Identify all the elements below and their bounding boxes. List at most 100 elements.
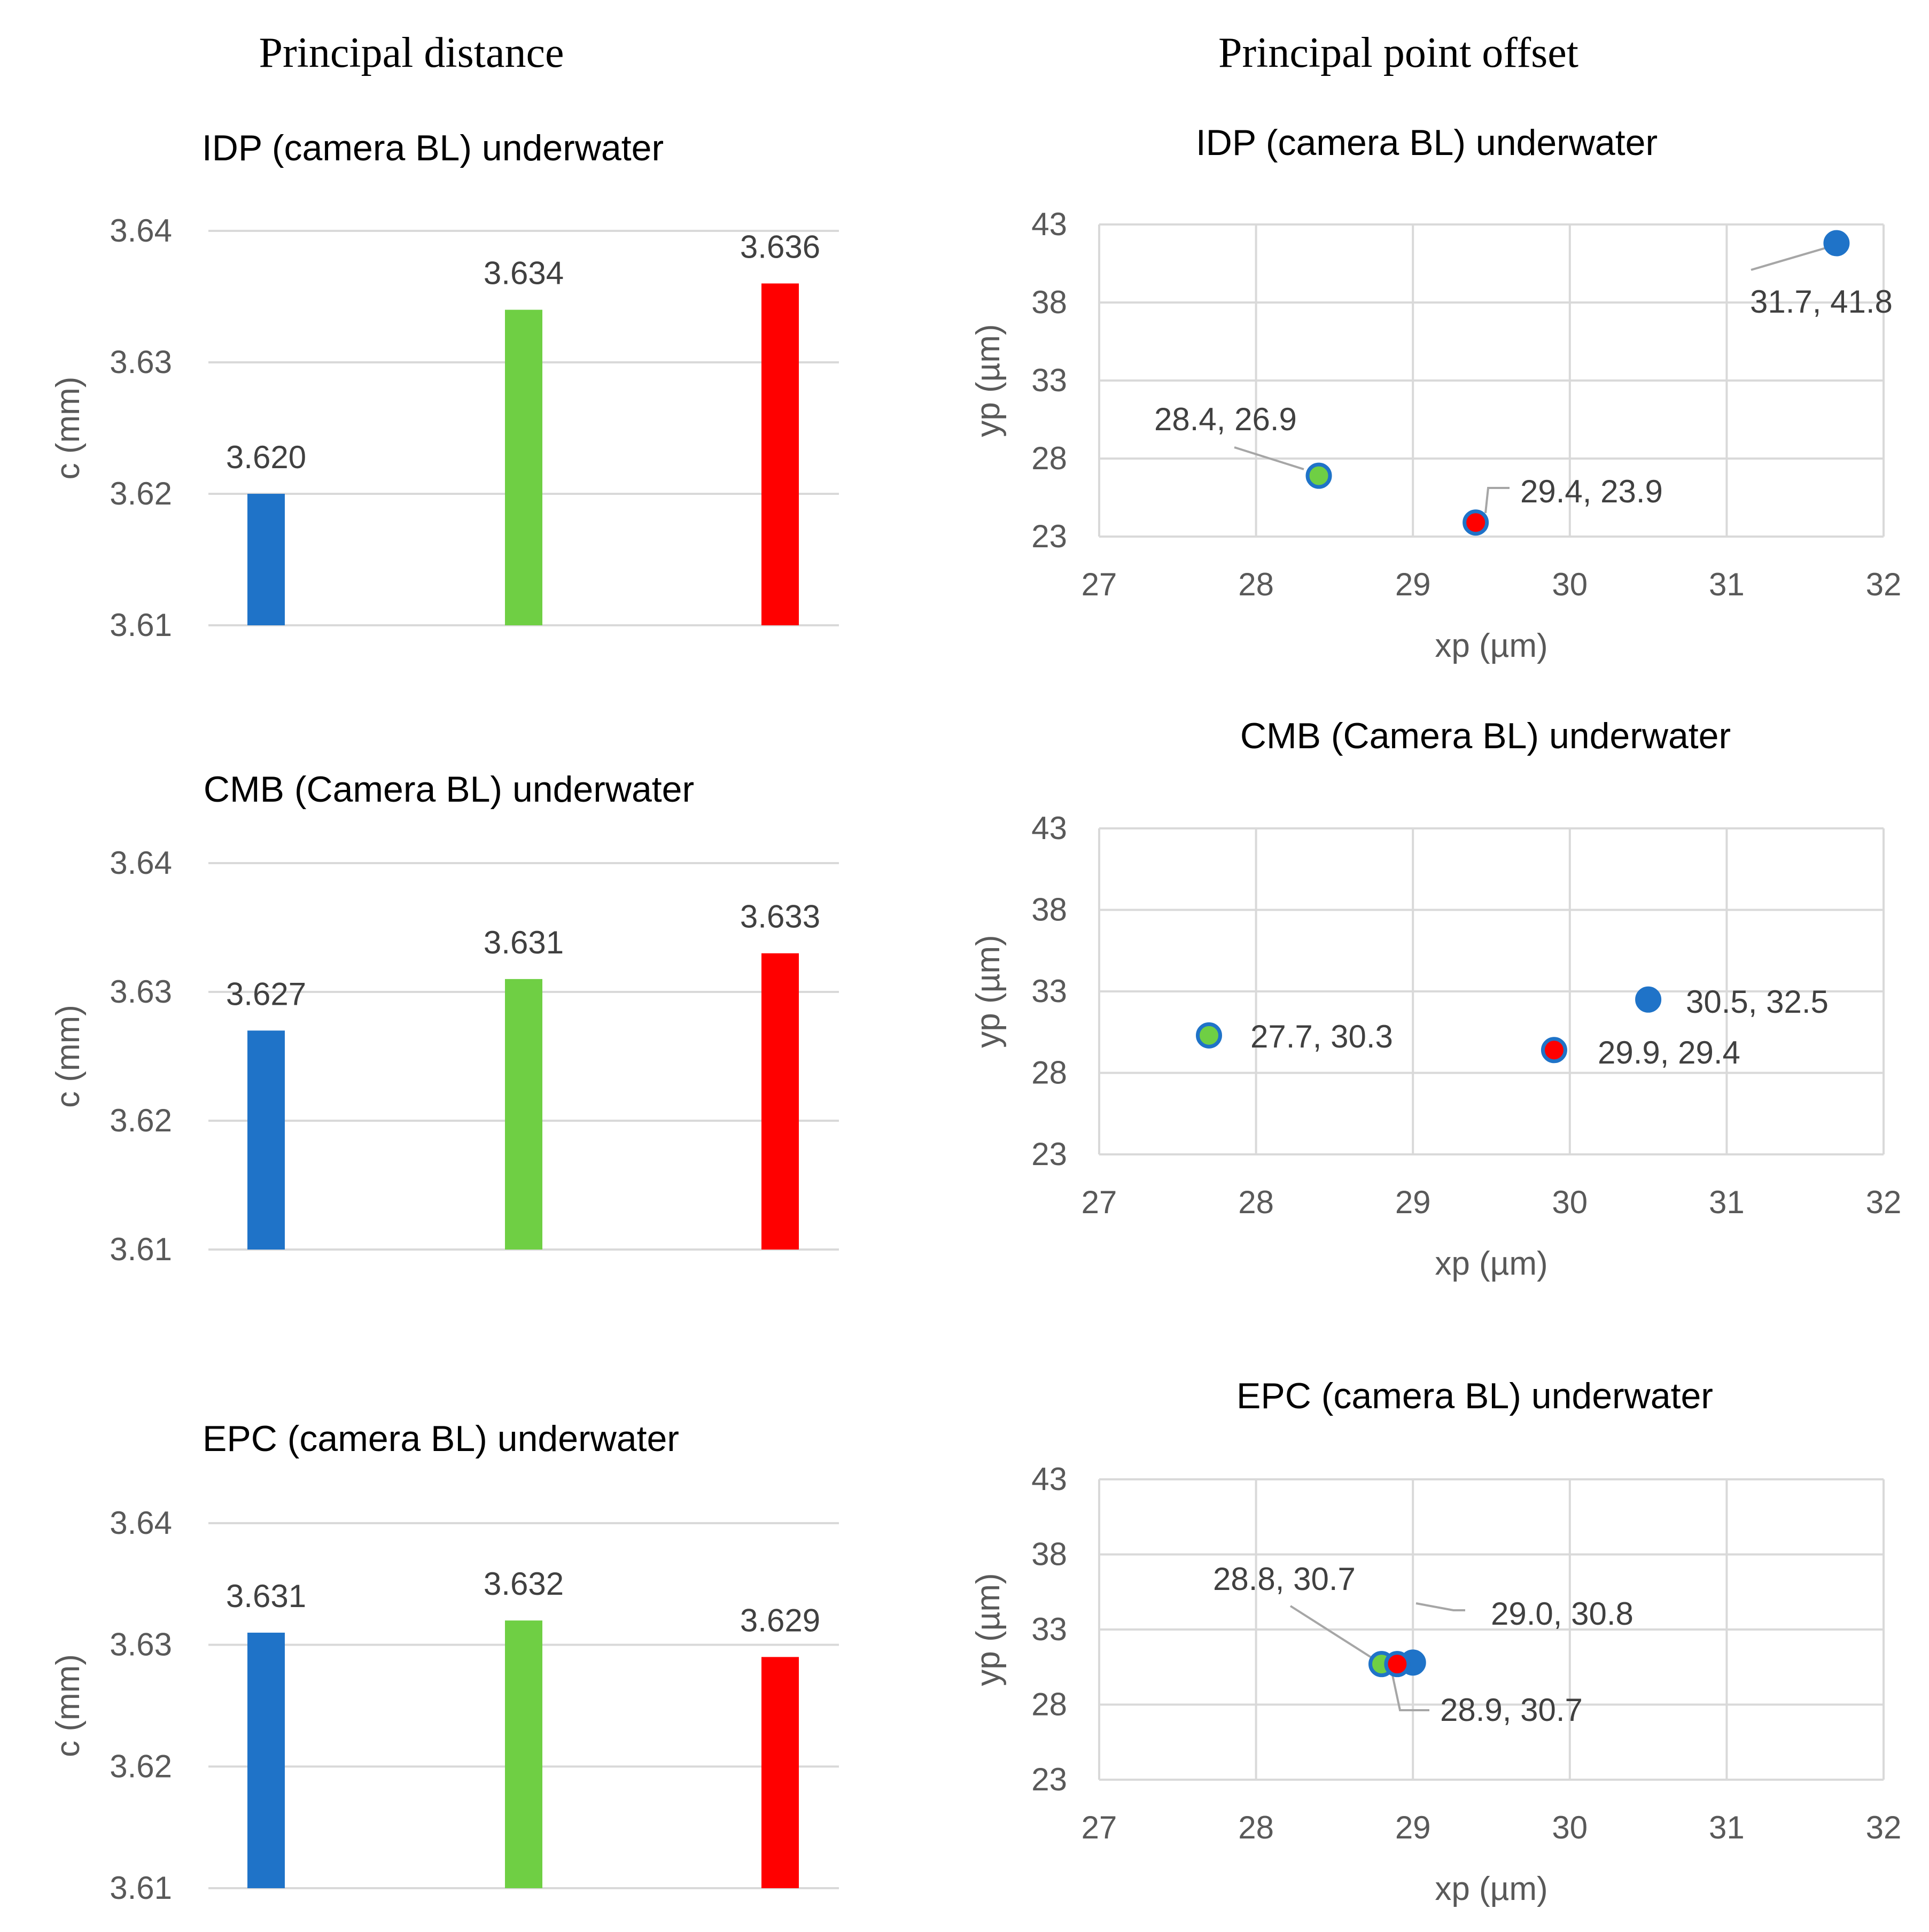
- bar-value-label: 3.636: [740, 229, 820, 265]
- y-tick-label: 33: [1031, 973, 1067, 1009]
- leader-line: [1234, 446, 1304, 470]
- bar-value-label: 3.620: [226, 439, 306, 475]
- leader-line: [1484, 487, 1510, 514]
- y-tick-label: 33: [1031, 362, 1067, 398]
- bar-red: [761, 1657, 799, 1888]
- point-label: 30.5, 32.5: [1686, 984, 1829, 1020]
- point-label: 29.9, 29.4: [1598, 1035, 1740, 1070]
- x-tick-label: 30: [1552, 1810, 1588, 1845]
- bar-chart-2: CMB (Camera BL) underwater 3.61 3.62 3.63 3.…: [50, 769, 839, 1267]
- y-tick-label: 3.62: [110, 1103, 172, 1138]
- leader-line: [1391, 1672, 1429, 1711]
- y-tick-label: 3.61: [110, 607, 172, 643]
- y-tick-label: 3.63: [110, 344, 172, 380]
- point-blue: [1635, 986, 1662, 1013]
- chart-title: IDP (camera BL) underwater: [202, 128, 664, 168]
- chart-title: CMB (Camera BL) underwater: [204, 769, 694, 810]
- x-tick-label: 32: [1866, 567, 1902, 602]
- bar-value-label: 3.634: [484, 255, 564, 291]
- y-tick-label: 23: [1031, 1762, 1067, 1797]
- y-tick-label: 3.61: [110, 1231, 172, 1267]
- leader-line: [1751, 245, 1833, 271]
- x-tick-label: 32: [1866, 1810, 1902, 1845]
- scatter-chart-1: IDP (camera BL) underwater 27 28 29 30 31 32 23…: [970, 122, 1901, 664]
- x-tick-label: 27: [1082, 1810, 1117, 1845]
- x-tick-label: 28: [1238, 567, 1274, 602]
- bar-chart-1: IDP (camera BL) underwater 3.61 3.62 3.63 3.…: [50, 128, 839, 643]
- y-tick-label: 3.62: [110, 1748, 172, 1784]
- point-label: 31.7, 41.8: [1750, 284, 1893, 320]
- y-axis-label: yp (µm): [970, 935, 1007, 1048]
- bar-red: [761, 283, 799, 625]
- x-tick-label: 31: [1709, 567, 1745, 602]
- y-tick-label: 3.64: [110, 845, 172, 881]
- bar-blue: [247, 1030, 285, 1250]
- y-axis-label: c (mm): [50, 1005, 87, 1108]
- x-tick-label: 28: [1238, 1810, 1274, 1845]
- bar-value-label: 3.631: [484, 925, 564, 960]
- x-tick-label: 31: [1709, 1184, 1745, 1220]
- x-tick-label: 32: [1866, 1184, 1902, 1220]
- y-tick-label: 38: [1031, 892, 1067, 928]
- y-tick-label: 28: [1031, 1055, 1067, 1091]
- y-tick-label: 43: [1031, 1461, 1067, 1497]
- chart-title: EPC (camera BL) underwater: [1236, 1376, 1713, 1416]
- y-axis-label: c (mm): [50, 377, 87, 480]
- bar-chart-3: EPC (camera BL) underwater 3.61 3.62 3.63 3.…: [50, 1418, 839, 1906]
- point-red: [1384, 1651, 1411, 1678]
- y-tick-label: 43: [1031, 810, 1067, 846]
- y-tick-label: 3.64: [110, 213, 172, 249]
- x-tick-label: 28: [1238, 1184, 1274, 1220]
- y-tick-label: 38: [1031, 284, 1067, 320]
- point-red: [1463, 509, 1489, 536]
- bar-blue: [247, 494, 285, 625]
- bar-green: [505, 1620, 542, 1888]
- y-tick-label: 28: [1031, 1687, 1067, 1722]
- bar-value-label: 3.632: [484, 1566, 564, 1602]
- scatter-chart-2: CMB (Camera BL) underwater 27 28 29 30 31 32 23…: [970, 716, 1901, 1282]
- y-tick-label: 3.63: [110, 1627, 172, 1663]
- chart-title: EPC (camera BL) underwater: [203, 1418, 679, 1459]
- bar-value-label: 3.631: [226, 1578, 306, 1614]
- y-tick-label: 43: [1031, 206, 1067, 242]
- point-label: 27.7, 30.3: [1250, 1019, 1393, 1054]
- bar-value-label: 3.629: [740, 1602, 820, 1638]
- x-tick-label: 31: [1709, 1810, 1745, 1845]
- y-tick-label: 38: [1031, 1537, 1067, 1572]
- y-tick-label: 33: [1031, 1611, 1067, 1647]
- y-tick-label: 3.62: [110, 476, 172, 511]
- y-tick-label: 23: [1031, 1136, 1067, 1172]
- x-axis-label: xp (µm): [1435, 1245, 1547, 1282]
- point-green: [1305, 462, 1332, 489]
- point-label: 28.9, 30.7: [1440, 1692, 1583, 1728]
- point-blue: [1823, 230, 1850, 257]
- y-tick-label: 28: [1031, 440, 1067, 476]
- bar-value-label: 3.627: [226, 976, 306, 1012]
- point-label: 28.4, 26.9: [1154, 401, 1297, 437]
- y-tick-label: 3.61: [110, 1870, 172, 1906]
- x-axis-label: xp (µm): [1435, 627, 1547, 664]
- x-tick-label: 29: [1395, 1810, 1431, 1845]
- x-tick-label: 30: [1552, 567, 1588, 602]
- y-tick-label: 23: [1031, 518, 1067, 554]
- y-axis-label: yp (µm): [970, 1573, 1007, 1686]
- x-tick-label: 29: [1395, 567, 1431, 602]
- point-label: 29.4, 23.9: [1520, 474, 1663, 509]
- bar-value-label: 3.633: [740, 899, 820, 935]
- point-label: 29.0, 30.8: [1491, 1596, 1634, 1632]
- chart-title: IDP (camera BL) underwater: [1196, 122, 1658, 163]
- x-tick-label: 30: [1552, 1184, 1588, 1220]
- point-label: 28.8, 30.7: [1213, 1561, 1356, 1597]
- bar-green: [505, 309, 542, 625]
- point-green: [1196, 1022, 1223, 1049]
- leader-line: [1289, 1605, 1380, 1663]
- point-red: [1541, 1037, 1567, 1064]
- chart-title: CMB (Camera BL) underwater: [1240, 716, 1731, 756]
- scatter-chart-3: EPC (camera BL) underwater 27 28 29 30 31 32 23…: [970, 1376, 1901, 1907]
- y-tick-label: 3.63: [110, 974, 172, 1010]
- heading-principal-point-offset: Principal point offset: [1218, 29, 1578, 76]
- heading-principal-distance: Principal distance: [259, 29, 564, 76]
- charts-container: IDP (camera BL) underwater 3.61 3.62 3.63 3.…: [50, 122, 1901, 1907]
- x-tick-label: 27: [1082, 1184, 1117, 1220]
